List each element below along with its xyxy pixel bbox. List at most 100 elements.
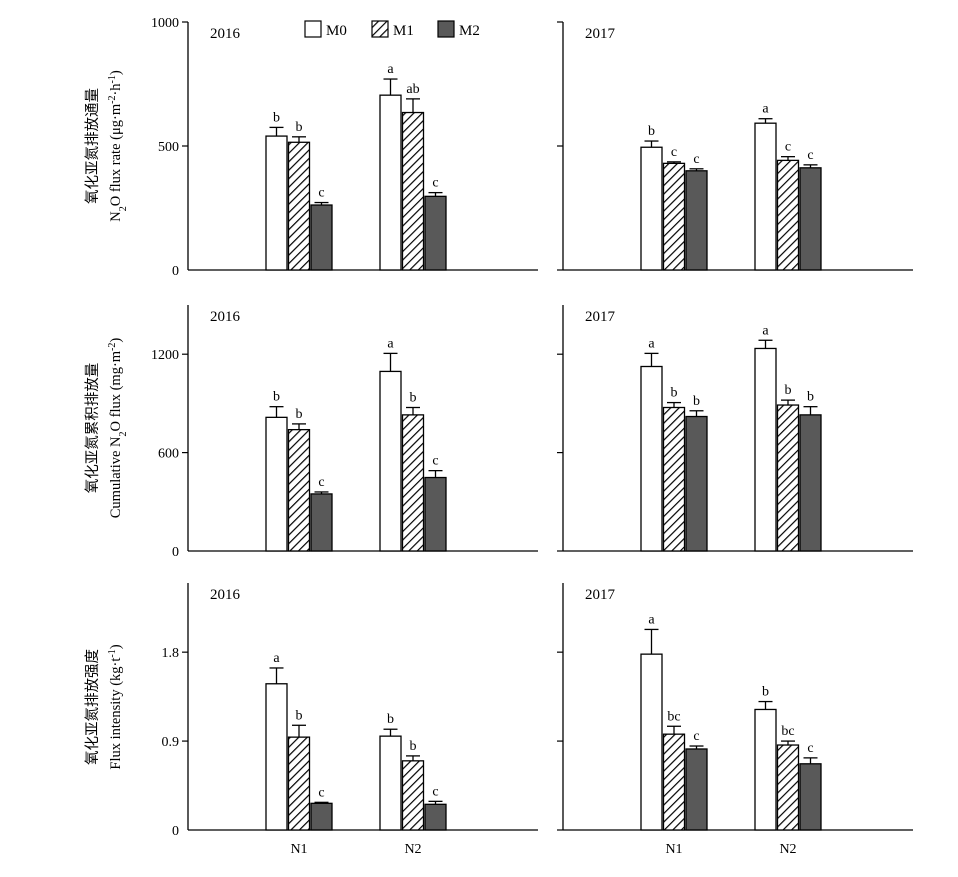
y-axis-title-part: ) [108,70,124,75]
panel-year-label: 2017 [585,26,616,42]
y-axis-title-en: Cumulative N2O flux (mg·m-2) [107,338,129,519]
bar-M2-N1 [685,170,708,271]
bar-M2-N1 [310,802,333,831]
legend-label-M2: M2 [459,23,480,39]
y-axis-title-en: N2O flux rate (μg·m-2·h-1) [107,70,129,222]
bar-M0-N2 [754,347,777,552]
bar-M0-N1 [265,135,288,271]
bar-M1-N1 [662,733,686,831]
y-tick-label: 0 [172,824,179,839]
y-axis-title-cn: 氧化亚氮累积排放量 [84,363,101,494]
chart-panel-2016-row1: 0 600 1200 2016 b b c a b c [151,305,538,560]
significance-letter: c [693,729,699,744]
bar-M1-N2 [401,760,425,831]
bar-M2-N2 [799,763,822,831]
significance-letter: b [410,739,417,754]
y-axis-title-part: -2 [107,343,118,351]
significance-letter: b [762,685,769,700]
panel-year-label: 2016 [210,309,241,325]
bar-M2-N2 [799,414,822,552]
y-tick-label: 1200 [151,348,179,363]
significance-letter: b [273,110,280,125]
significance-letter: b [387,712,394,727]
significance-letter: ab [406,82,419,97]
significance-letter: b [671,386,678,401]
significance-letter: b [273,390,280,405]
significance-letter: a [648,612,655,627]
significance-letter: b [410,391,417,406]
y-tick-label: 0 [172,545,179,560]
significance-letter: c [671,145,677,160]
significance-letter: b [296,120,303,135]
significance-letter: c [693,152,699,167]
bar-M2-N1 [685,415,708,552]
significance-letter: c [432,176,438,191]
significance-letter: b [807,390,814,405]
significance-letter: b [296,708,303,723]
bar-M1-N2 [776,404,800,552]
y-tick-label: 500 [158,140,179,155]
panel-year-label: 2016 [210,587,241,603]
y-axis-title-part: ·h [108,83,124,96]
x-category-label: N1 [665,842,682,857]
y-axis-title-cn: 氧化亚氮排放通量 [84,88,101,204]
y-axis-title-part: -1 [107,649,118,657]
bar-M1-N1 [287,141,311,271]
y-tick-label: 0.9 [162,735,180,750]
significance-letter: b [693,394,700,409]
y-axis-title-part: O flux rate (μg·m [108,103,124,206]
significance-letter: a [387,336,394,351]
significance-letter: a [273,651,280,666]
bar-M2-N1 [310,204,333,271]
significance-letter: b [785,383,792,398]
bar-M1-N1 [287,736,311,831]
significance-letter: bc [667,709,680,724]
significance-letter: c [318,785,324,800]
bar-M2-N2 [799,167,822,271]
y-axis-title-part: O flux (mg·m [108,350,124,431]
bar-M1-N2 [401,414,425,552]
significance-letter: c [318,475,324,490]
panel-year-label: 2017 [585,309,616,325]
chart-panel-2016-row0: 0 500 1000 2016 b b c aab c [151,16,538,279]
legend-swatch-M0 [304,20,322,38]
y-axis-title-en: Flux intensity (kg·t-1) [107,644,125,769]
y-axis-title-part: -1 [107,75,118,83]
bar-M0-N2 [754,708,777,831]
x-category-labels: N1 N2 N1 N2 [290,842,796,857]
bar-M2-N2 [424,476,447,552]
y-axis-title-part: Flux intensity (kg·t [108,658,124,770]
bar-M2-N1 [685,748,708,831]
y-tick-label: 1.8 [162,646,180,661]
bar-M1-N1 [662,162,686,271]
significance-letter: c [785,140,791,155]
bar-M0-N1 [640,653,663,831]
bar-M2-N2 [424,195,447,271]
significance-letter: c [807,741,813,756]
y-axis-title-part: ) [108,338,124,343]
row-labels-group: 氧化亚氮排放通量 N2O flux rate (μg·m-2·h-1) 氧化亚氮累积… [84,70,129,770]
significance-letter: a [387,62,394,77]
y-axis-title-part: Cumulative N [108,436,124,518]
bar-M1-N2 [401,111,425,271]
bar-M1-N1 [287,428,311,552]
y-tick-label: 600 [158,447,179,462]
panel-year-label: 2017 [585,587,616,603]
bar-M0-N2 [379,370,402,552]
x-category-label: N2 [404,842,421,857]
significance-letter: b [296,407,303,422]
y-axis-title-cn: 氧化亚氮排放强度 [84,649,101,765]
legend-swatch-M2 [437,20,455,38]
significance-letter: a [648,336,655,351]
bar-M1-N2 [776,159,800,271]
significance-letter: c [432,454,438,469]
y-axis-title-part: ) [108,644,124,649]
significance-letter: bc [781,724,794,739]
bar-M1-N1 [662,406,686,552]
legend-label-M1: M1 [393,23,414,39]
significance-letter: c [807,148,813,163]
legend: M0 M1 M2 [304,20,480,39]
